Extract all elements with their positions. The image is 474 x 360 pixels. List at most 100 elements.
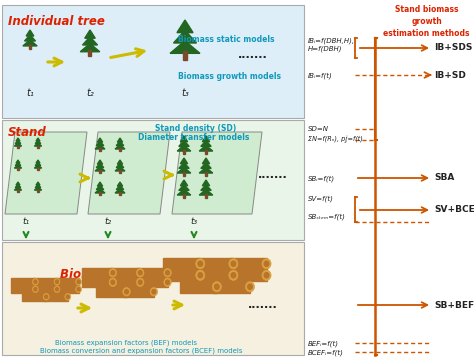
Polygon shape [172, 132, 262, 214]
Polygon shape [55, 278, 79, 285]
Ellipse shape [262, 270, 271, 280]
Ellipse shape [262, 258, 271, 269]
Polygon shape [96, 185, 104, 190]
Polygon shape [82, 278, 113, 287]
Polygon shape [179, 141, 189, 147]
Ellipse shape [125, 289, 128, 294]
Polygon shape [179, 163, 189, 168]
Polygon shape [177, 167, 191, 173]
Polygon shape [164, 270, 201, 281]
Polygon shape [36, 160, 40, 163]
Polygon shape [183, 150, 185, 154]
Polygon shape [124, 287, 154, 297]
Ellipse shape [264, 273, 269, 278]
Polygon shape [183, 194, 185, 198]
Ellipse shape [32, 286, 38, 293]
Polygon shape [35, 185, 41, 188]
Polygon shape [202, 136, 210, 142]
Ellipse shape [212, 282, 221, 292]
Polygon shape [201, 185, 211, 190]
Text: Biomass growth models: Biomass growth models [178, 72, 281, 81]
Ellipse shape [109, 269, 117, 277]
Ellipse shape [111, 280, 115, 284]
Ellipse shape [198, 273, 202, 278]
Polygon shape [119, 170, 121, 173]
Ellipse shape [54, 286, 60, 293]
Text: Stand density (SD): Stand density (SD) [155, 124, 236, 133]
Ellipse shape [198, 261, 202, 266]
Text: t₂: t₂ [104, 217, 111, 226]
Polygon shape [97, 182, 103, 186]
FancyBboxPatch shape [2, 5, 304, 118]
Polygon shape [85, 30, 95, 38]
Polygon shape [119, 148, 121, 151]
Polygon shape [16, 160, 20, 163]
Polygon shape [181, 158, 188, 164]
Text: .......: ....... [238, 50, 268, 60]
Polygon shape [89, 50, 91, 56]
Polygon shape [202, 158, 210, 164]
Polygon shape [88, 132, 170, 214]
Polygon shape [97, 160, 103, 164]
Polygon shape [197, 270, 233, 281]
Text: IB+SD: IB+SD [434, 71, 466, 80]
Ellipse shape [164, 278, 172, 287]
Ellipse shape [43, 293, 49, 300]
Ellipse shape [196, 270, 205, 280]
Ellipse shape [34, 280, 37, 283]
Polygon shape [177, 189, 191, 195]
Ellipse shape [165, 280, 170, 284]
Text: SBᵢ=f(t): SBᵢ=f(t) [308, 175, 335, 181]
Polygon shape [34, 187, 42, 190]
Ellipse shape [215, 284, 219, 289]
Ellipse shape [137, 278, 144, 287]
Polygon shape [33, 285, 57, 293]
Polygon shape [197, 258, 233, 270]
Polygon shape [179, 185, 189, 190]
Polygon shape [182, 51, 187, 60]
Ellipse shape [165, 271, 170, 275]
Polygon shape [5, 132, 87, 214]
Polygon shape [199, 189, 213, 195]
Polygon shape [116, 141, 124, 145]
Polygon shape [170, 41, 200, 53]
Polygon shape [110, 268, 140, 278]
Polygon shape [15, 140, 21, 144]
Ellipse shape [247, 284, 252, 289]
Polygon shape [23, 40, 37, 46]
Text: t₁: t₁ [22, 217, 29, 226]
Text: SB+BEF: SB+BEF [434, 301, 474, 310]
Text: IB+SDS: IB+SDS [434, 44, 473, 53]
Text: ΣN=f(Rₙ), pⅉ=f(t): ΣN=f(Rₙ), pⅉ=f(t) [308, 136, 363, 143]
Ellipse shape [32, 278, 38, 285]
Polygon shape [14, 143, 22, 146]
Polygon shape [116, 163, 124, 168]
Ellipse shape [264, 261, 269, 266]
Polygon shape [230, 270, 266, 281]
Polygon shape [177, 145, 191, 151]
Polygon shape [95, 167, 105, 171]
Polygon shape [119, 192, 121, 195]
Polygon shape [35, 140, 41, 144]
Ellipse shape [138, 271, 142, 275]
FancyBboxPatch shape [2, 120, 304, 240]
Text: .......: ....... [248, 300, 278, 310]
FancyBboxPatch shape [2, 242, 304, 355]
Polygon shape [199, 145, 213, 151]
Text: SBₛₜₑₘ=f(t): SBₛₜₑₘ=f(t) [308, 213, 346, 220]
Ellipse shape [45, 295, 48, 298]
Polygon shape [35, 162, 41, 166]
Polygon shape [230, 258, 266, 270]
Polygon shape [14, 187, 22, 190]
Text: Diameter transfer models: Diameter transfer models [138, 133, 249, 142]
Polygon shape [33, 278, 57, 285]
Polygon shape [199, 167, 213, 173]
Ellipse shape [229, 258, 238, 269]
Polygon shape [11, 285, 36, 293]
Polygon shape [29, 45, 31, 49]
Ellipse shape [75, 278, 82, 285]
Text: SBA: SBA [434, 174, 455, 183]
Text: t₂: t₂ [86, 88, 94, 98]
Text: SD=N: SD=N [308, 126, 329, 132]
Text: Biomass expansion factors (BEF) models: Biomass expansion factors (BEF) models [55, 340, 197, 346]
